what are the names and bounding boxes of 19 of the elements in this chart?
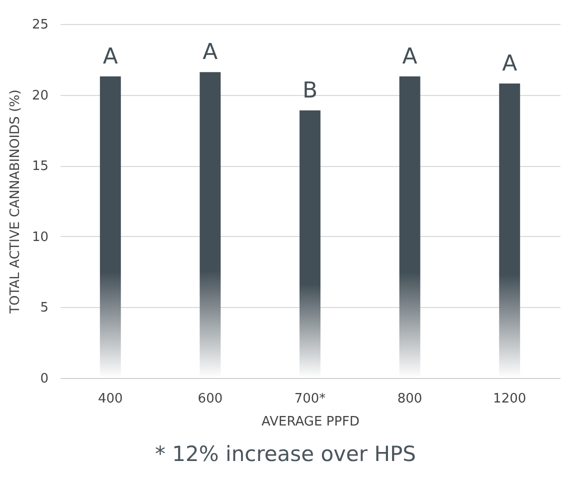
annotation: A xyxy=(202,40,218,66)
text: * 12% increase over HPS xyxy=(154,442,417,466)
y-tick-label: 15 xyxy=(32,159,48,174)
y-tick-label: 25 xyxy=(32,18,48,32)
y-tick-label: 5 xyxy=(40,300,48,316)
x-tick-label: 400 xyxy=(98,392,123,406)
y-tick-label: 10 xyxy=(32,230,48,245)
x-tick-label: 700* xyxy=(294,392,326,406)
annotation: A xyxy=(502,51,518,76)
x-axis-title: AVERAGE PPFD xyxy=(262,414,360,430)
y-tick-label: 0 xyxy=(40,372,48,386)
y-axis-title: TOTAL ACTIVE CANNABINOIDS (%) xyxy=(8,90,23,314)
x-tick-label: 1200 xyxy=(493,392,526,406)
x-tick-label: 800 xyxy=(397,392,422,406)
y-tick-label: 20 xyxy=(32,88,48,104)
annotation: A xyxy=(102,44,118,70)
annotation: A xyxy=(402,44,418,70)
x-tick-label: 600 xyxy=(198,392,223,406)
annotation: B xyxy=(302,78,318,104)
